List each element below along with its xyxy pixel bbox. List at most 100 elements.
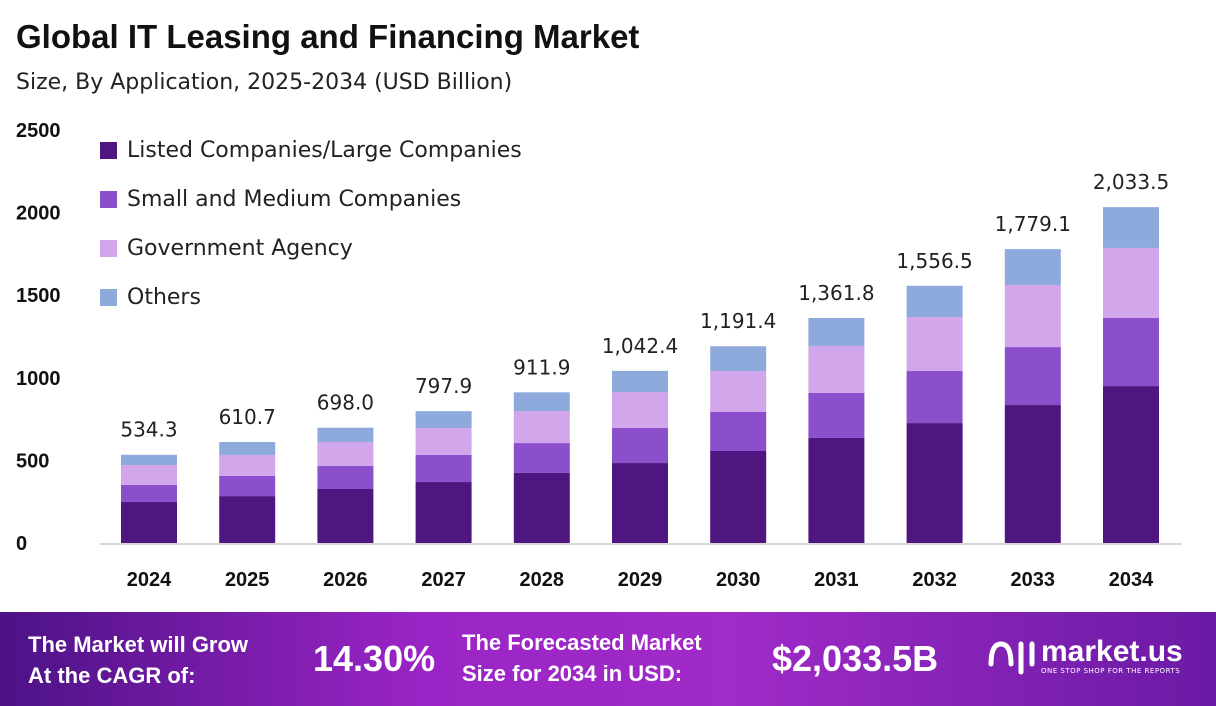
logo-name: market.us (1041, 635, 1183, 668)
total-label: 911.9 (513, 355, 570, 379)
bar-segment (415, 454, 472, 483)
bar-segment (317, 427, 374, 443)
cagr-label: The Market will Grow At the CAGR of: (28, 629, 248, 691)
bar-segment (906, 317, 963, 372)
bar-segment (121, 502, 177, 543)
y-tick-label: 1000 (16, 368, 61, 390)
bar-segment (415, 428, 472, 455)
x-tick-label: 2033 (1011, 569, 1056, 591)
forecast-label-line: The Forecasted Market (462, 630, 702, 655)
total-label: 1,779.1 (995, 212, 1071, 236)
total-label: 1,191.4 (700, 309, 776, 333)
bar-segment (121, 465, 177, 486)
bar-segment (219, 496, 276, 543)
legend-label: Small and Medium Companies (127, 187, 462, 212)
bar-segment (612, 428, 668, 464)
bar-segment (710, 411, 767, 451)
bar-segment (1004, 249, 1061, 285)
bar-segment (1004, 347, 1061, 406)
legend-label: Government Agency (127, 236, 353, 261)
cagr-label-line: At the CAGR of: (28, 663, 196, 688)
bar-segment (612, 392, 668, 429)
bar-segment (612, 463, 668, 543)
bar-segment (710, 450, 767, 543)
legend-item: Others (100, 273, 522, 322)
bar-segment (1103, 207, 1159, 248)
total-label: 1,042.4 (602, 334, 678, 358)
bar-segment (808, 392, 865, 438)
total-label: 698.0 (317, 391, 374, 415)
x-tick-label: 2030 (716, 569, 761, 591)
x-tick-label: 2029 (618, 569, 663, 591)
bar-segment (513, 443, 570, 473)
bar-segment (710, 346, 767, 372)
bar-segment (121, 454, 177, 466)
bar-segment (219, 475, 276, 497)
bar-segment (219, 442, 276, 455)
bar-segment (808, 317, 865, 346)
forecast-label: The Forecasted Market Size for 2034 in US… (462, 627, 702, 689)
bar-segment (415, 411, 472, 429)
bar-segment (513, 411, 570, 444)
bar-segment (513, 392, 570, 412)
legend-label: Listed Companies/Large Companies (127, 138, 522, 163)
bar-segment (1103, 317, 1159, 387)
bar-segment (219, 454, 276, 476)
logo-tagline: ONE STOP SHOP FOR THE REPORTS (1041, 667, 1181, 675)
x-tick-label: 2028 (520, 569, 565, 591)
cagr-label-line: The Market will Grow (28, 632, 249, 657)
x-tick-label: 2025 (225, 569, 270, 591)
bar-segment (808, 345, 865, 393)
y-tick-label: 500 (16, 450, 49, 472)
total-label: 1,556.5 (896, 249, 972, 273)
bar-segment (317, 488, 374, 543)
legend-item: Government Agency (100, 224, 522, 273)
forecast-label-line: Size for 2034 in USD: (462, 661, 683, 686)
total-label: 797.9 (415, 374, 472, 398)
bar-segment (415, 482, 472, 543)
legend-swatch (100, 142, 117, 159)
x-tick-label: 2024 (127, 569, 172, 591)
bar-segment (1004, 284, 1061, 348)
bar-segment (121, 485, 177, 503)
bar-segment (808, 437, 865, 543)
total-label: 1,361.8 (798, 281, 874, 305)
total-label: 610.7 (219, 405, 276, 429)
x-tick-label: 2027 (421, 569, 466, 591)
forecast-value: $2,033.5B (772, 638, 939, 679)
market-us-logo: market.us ONE STOP SHOP FOR THE REPORTS (985, 634, 1183, 678)
y-tick-label: 2500 (16, 120, 61, 142)
legend-swatch (100, 240, 117, 257)
x-tick-label: 2034 (1109, 569, 1154, 591)
legend-item: Small and Medium Companies (100, 175, 522, 224)
bar-segment (317, 442, 374, 467)
legend-item: Listed Companies/Large Companies (100, 126, 522, 175)
legend-swatch (100, 289, 117, 306)
footer-banner: The Market will Grow At the CAGR of: 14.3… (0, 612, 1216, 706)
bar-segment (906, 285, 963, 318)
y-tick-label: 0 (16, 533, 27, 555)
logo-icon (988, 641, 1035, 675)
total-label: 534.3 (120, 418, 177, 442)
chart-title: Global IT Leasing and Financing Market (16, 18, 640, 55)
bar-segment (1004, 405, 1061, 543)
bar-segment (317, 466, 374, 489)
bar-segment (513, 472, 570, 543)
bar-segment (1103, 247, 1159, 318)
y-tick-label: 1500 (16, 285, 61, 307)
legend: Listed Companies/Large Companies Small a… (100, 126, 522, 322)
bar-segment (1103, 386, 1159, 543)
bar-segment (906, 423, 963, 543)
bar-segment (710, 371, 767, 412)
y-tick-label: 2000 (16, 203, 61, 225)
bar-segment (906, 371, 963, 424)
x-tick-label: 2031 (814, 569, 859, 591)
stacked-bar-chart: 0 500 1000 1500 2000 2500 534.3 2024 610.7 2025 69… (16, 120, 1182, 591)
x-tick-label: 2032 (912, 569, 957, 591)
x-tick-label: 2026 (323, 569, 368, 591)
cagr-value: 14.30% (313, 638, 436, 679)
chart-subtitle: Size, By Application, 2025-2034 (USD Bil… (16, 70, 513, 95)
legend-label: Others (127, 285, 201, 310)
legend-swatch (100, 191, 117, 208)
bar-segment (612, 370, 668, 393)
